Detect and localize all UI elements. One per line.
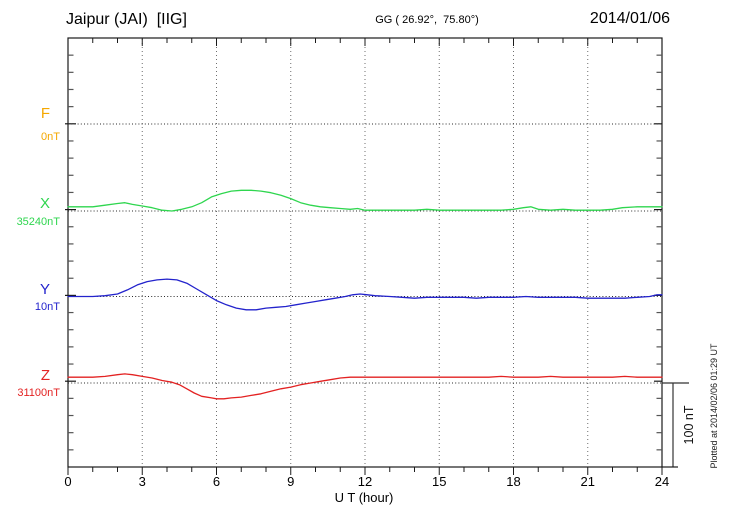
x-axis-tick-label: 9 xyxy=(287,474,295,489)
component-baseline-value-X: 35240nT xyxy=(16,216,60,228)
curve-Y xyxy=(67,278,663,311)
component-baseline-value-F: 0nT xyxy=(41,131,60,143)
x-axis-tick-label: 24 xyxy=(654,474,670,489)
component-label-Y: Y xyxy=(39,281,50,298)
x-axis-tick-label: 18 xyxy=(506,474,521,489)
plot-frame xyxy=(67,37,663,468)
component-baseline-value-Y: 10nT xyxy=(34,301,60,313)
curve-X xyxy=(67,189,663,212)
x-axis-title: U T (hour) xyxy=(334,490,394,505)
station-title: Jaipur (JAI) [IIG] xyxy=(66,11,187,28)
x-axis-tick-label: 3 xyxy=(138,474,146,489)
curve-Z xyxy=(67,373,663,400)
geographic-coordinates: GG ( 26.92°, 75.80°) xyxy=(375,14,479,26)
x-axis-tick-label: 0 xyxy=(64,474,72,489)
plotted-at-watermark: Plotted at 2014/02/06 01:29 UT xyxy=(709,343,719,469)
plot-date: 2014/01/06 xyxy=(589,10,670,27)
x-axis-tick-label: 6 xyxy=(212,474,221,489)
scale-bar-label: 100 nT xyxy=(682,405,696,445)
component-label-X: X xyxy=(39,195,50,212)
x-axis-tick-label: 21 xyxy=(580,474,595,489)
x-axis-tick-label: 12 xyxy=(357,474,373,489)
component-label-Z: Z xyxy=(40,367,50,384)
component-label-F: F xyxy=(40,105,50,122)
component-baseline-value-Z: 31100nT xyxy=(17,387,60,399)
x-axis-tick-label: 15 xyxy=(432,474,447,489)
